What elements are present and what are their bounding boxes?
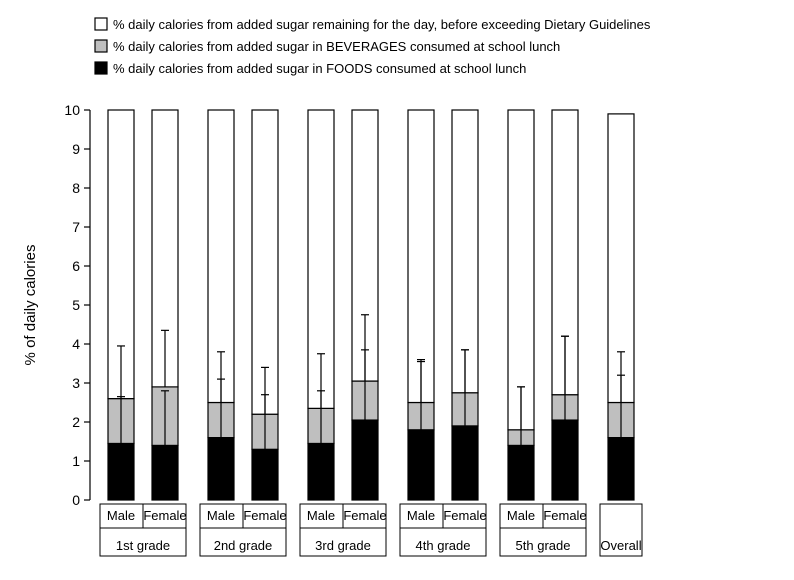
bar-segment-remaining [508, 110, 534, 430]
legend-swatch [95, 18, 107, 30]
group-label: Overall [600, 538, 641, 553]
stacked-bar-chart: % daily calories from added sugar remain… [0, 0, 794, 580]
bar-segment-foods [452, 426, 478, 500]
bar-segment-foods [208, 438, 234, 500]
y-tick-label: 1 [72, 453, 80, 469]
bar-sub-label: Female [343, 508, 386, 523]
chart-container: % daily calories from added sugar remain… [0, 0, 794, 580]
y-tick-label: 2 [72, 414, 80, 430]
legend-swatch [95, 40, 107, 52]
y-tick-label: 5 [72, 297, 80, 313]
legend-label: % daily calories from added sugar in BEV… [113, 39, 560, 54]
bar-sub-label: Male [107, 508, 135, 523]
bar-segment-foods [252, 449, 278, 500]
bar-sub-label: Male [207, 508, 235, 523]
group-label: 4th grade [416, 538, 471, 553]
y-tick-label: 6 [72, 258, 80, 274]
bar-segment-foods [508, 445, 534, 500]
bar-sub-label: Female [543, 508, 586, 523]
legend-label: % daily calories from added sugar in FOO… [113, 61, 526, 76]
legend-label: % daily calories from added sugar remain… [113, 17, 651, 32]
group-label: 2nd grade [214, 538, 273, 553]
bar-sub-label: Female [443, 508, 486, 523]
y-tick-label: 3 [72, 375, 80, 391]
bar-sub-label: Female [243, 508, 286, 523]
group-label: 5th grade [516, 538, 571, 553]
bar-segment-foods [308, 443, 334, 500]
bar-sub-label: Male [307, 508, 335, 523]
group-label: 3rd grade [315, 538, 371, 553]
bar-sub-label: Male [507, 508, 535, 523]
y-tick-label: 9 [72, 141, 80, 157]
y-tick-label: 7 [72, 219, 80, 235]
y-tick-label: 8 [72, 180, 80, 196]
y-tick-label: 0 [72, 492, 80, 508]
y-tick-label: 10 [64, 102, 80, 118]
bar-segment-remaining [408, 110, 434, 403]
y-tick-label: 4 [72, 336, 80, 352]
bar-segment-foods [352, 420, 378, 500]
bar-segment-foods [408, 430, 434, 500]
bar-segment-foods [108, 443, 134, 500]
bar-segment-foods [552, 420, 578, 500]
group-label: 1st grade [116, 538, 170, 553]
bar-sub-label: Female [143, 508, 186, 523]
y-axis-label: % of daily calories [22, 245, 39, 366]
legend-swatch [95, 62, 107, 74]
bar-segment-foods [608, 438, 634, 500]
bar-segment-foods [152, 445, 178, 500]
bar-sub-label: Male [407, 508, 435, 523]
